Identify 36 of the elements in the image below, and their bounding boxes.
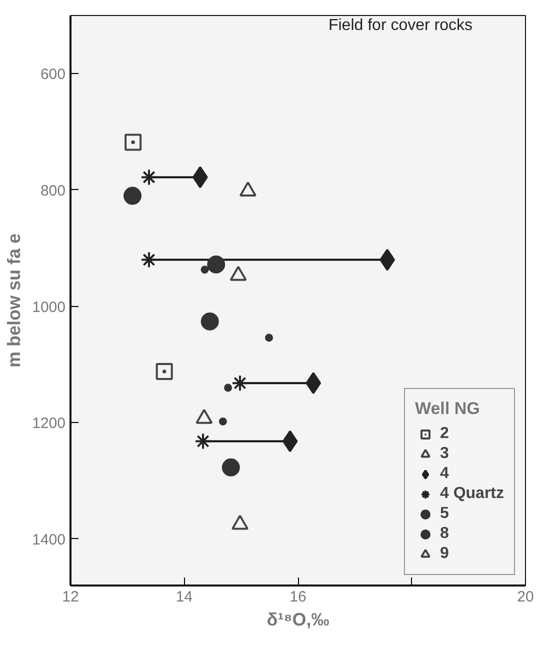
legend-label: 5 bbox=[440, 504, 450, 524]
point bbox=[124, 134, 142, 151]
point bbox=[123, 186, 142, 205]
x-axis-title: δ¹⁸O,‰ bbox=[266, 610, 330, 630]
x-tick-label: 20 bbox=[517, 588, 534, 606]
point bbox=[306, 372, 322, 394]
point bbox=[224, 384, 232, 392]
point bbox=[200, 312, 219, 330]
point bbox=[140, 168, 158, 186]
point bbox=[218, 417, 227, 426]
legend-label: 2 bbox=[440, 424, 450, 444]
legend-label: 3 bbox=[440, 444, 450, 464]
legend-label: 8 bbox=[440, 524, 450, 544]
annotation: Field for cover rocks bbox=[328, 17, 473, 34]
legend-title: Well NG bbox=[414, 399, 481, 419]
point bbox=[194, 432, 212, 450]
legend-label: 9 bbox=[440, 544, 450, 564]
point bbox=[231, 374, 248, 392]
point bbox=[282, 430, 298, 452]
y-tick-label: 1200 bbox=[32, 415, 66, 432]
y-tick-label: 1000 bbox=[32, 298, 66, 316]
x-tick-label: 14 bbox=[176, 588, 193, 606]
y-tick-label: 600 bbox=[40, 66, 66, 84]
x-tick-label: 16 bbox=[290, 588, 306, 606]
y-tick-label: 800 bbox=[40, 182, 66, 200]
point bbox=[156, 362, 173, 380]
legend-label: 4 bbox=[440, 464, 450, 484]
x-tick-label: 12 bbox=[62, 588, 79, 606]
y-tick-label: 1400 bbox=[32, 531, 66, 548]
y-axis-title: m below su fa e bbox=[4, 233, 24, 368]
point bbox=[140, 251, 158, 268]
point bbox=[207, 255, 226, 274]
point bbox=[200, 266, 209, 274]
point bbox=[264, 334, 273, 342]
legend-label: 4 Quartz bbox=[440, 484, 504, 504]
point bbox=[222, 458, 240, 476]
